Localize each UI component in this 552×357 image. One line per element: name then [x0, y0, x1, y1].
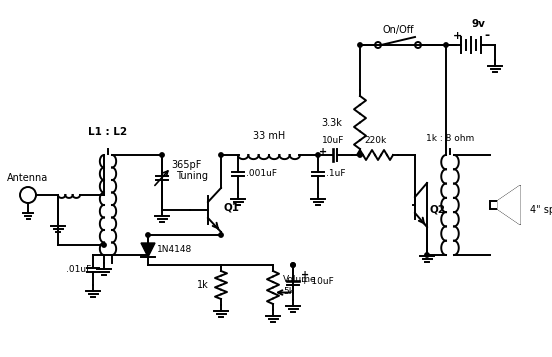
Text: 220k: 220k — [364, 136, 386, 145]
Text: 10uF: 10uF — [322, 136, 344, 145]
Text: .1uF: .1uF — [326, 170, 346, 178]
Text: Tuning: Tuning — [176, 171, 208, 181]
Text: +: + — [319, 147, 327, 157]
Circle shape — [291, 263, 295, 267]
Text: +: + — [453, 31, 461, 41]
Circle shape — [146, 233, 150, 237]
Text: Volume: Volume — [283, 275, 317, 284]
Circle shape — [444, 43, 448, 47]
Text: 1k : 8 ohm: 1k : 8 ohm — [426, 134, 474, 143]
Circle shape — [160, 153, 164, 157]
Text: +: + — [301, 270, 309, 280]
Text: 33 mH: 33 mH — [253, 131, 285, 141]
Text: .001uF: .001uF — [246, 170, 277, 178]
Text: Antenna: Antenna — [7, 173, 49, 183]
Circle shape — [102, 243, 106, 247]
Bar — [490, 201, 498, 209]
Text: Q1: Q1 — [223, 203, 239, 213]
Text: -: - — [485, 30, 490, 42]
Text: + 10uF: + 10uF — [301, 277, 334, 287]
Text: 365pF: 365pF — [171, 160, 201, 170]
Text: 9v: 9v — [471, 19, 485, 29]
Text: 1k: 1k — [197, 280, 209, 290]
Text: 3.3k: 3.3k — [321, 117, 342, 127]
Text: On/Off: On/Off — [382, 25, 414, 35]
Polygon shape — [141, 243, 155, 257]
Text: L1 : L2: L1 : L2 — [88, 127, 128, 137]
Circle shape — [358, 153, 362, 157]
Circle shape — [219, 153, 223, 157]
Text: 5k: 5k — [283, 287, 294, 296]
Text: .01uF: .01uF — [66, 266, 91, 275]
Polygon shape — [498, 186, 520, 224]
Circle shape — [358, 43, 362, 47]
Text: 1N4148: 1N4148 — [157, 246, 192, 255]
Text: 4" speaker: 4" speaker — [530, 205, 552, 215]
Circle shape — [219, 233, 223, 237]
Circle shape — [425, 253, 429, 257]
Circle shape — [316, 153, 320, 157]
Text: Q2: Q2 — [430, 205, 446, 215]
Circle shape — [291, 263, 295, 267]
